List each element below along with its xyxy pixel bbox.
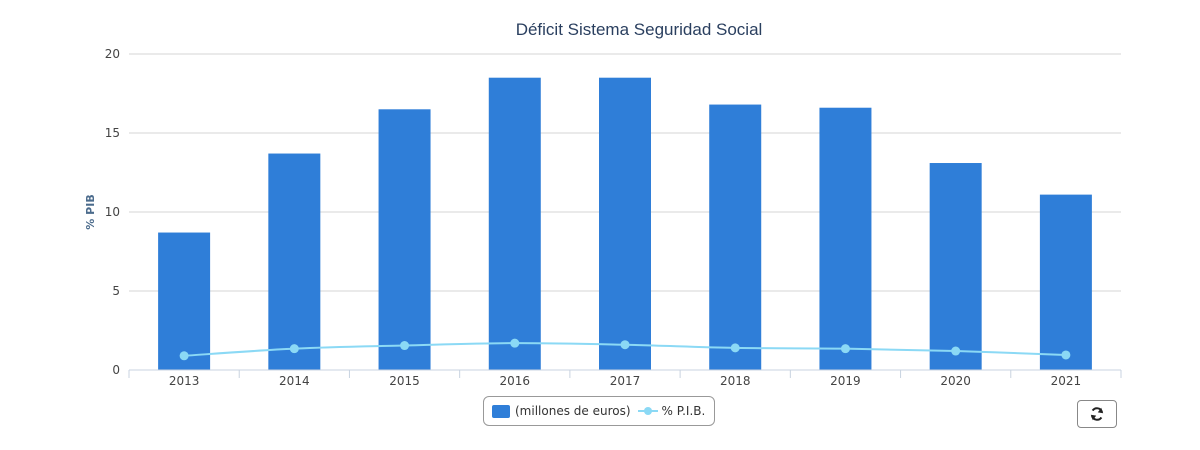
bar[interactable] — [819, 107, 872, 370]
legend-item-bar[interactable]: (millones de euros) — [492, 404, 631, 418]
chart-title: Déficit Sistema Seguridad Social — [516, 20, 763, 39]
x-tick-label: 2018 — [720, 374, 751, 388]
y-axis-title: % PIB — [84, 194, 97, 229]
refresh-icon — [1090, 407, 1104, 421]
line-point[interactable] — [510, 338, 520, 348]
x-axis — [128, 369, 1122, 378]
bar[interactable] — [1039, 194, 1092, 370]
y-tick-label: 20 — [105, 47, 120, 61]
x-tick-label: 2013 — [169, 374, 200, 388]
y-tick-label: 10 — [105, 205, 120, 219]
y-tick-label: 15 — [105, 126, 120, 140]
legend-line-swatch — [637, 405, 658, 417]
legend: (millones de euros) % P.I.B. — [483, 396, 715, 426]
bar[interactable] — [709, 104, 762, 370]
line-point[interactable] — [730, 343, 740, 353]
legend-bar-swatch — [492, 404, 510, 418]
legend-line-label: % P.I.B. — [661, 404, 706, 418]
line-point[interactable] — [400, 341, 410, 351]
legend-bar-label: (millones de euros) — [515, 404, 631, 418]
y-tick-label: 5 — [112, 284, 120, 298]
x-tick-label: 2016 — [500, 374, 531, 388]
legend-item-line[interactable]: % P.I.B. — [631, 404, 706, 418]
x-tick-label: 2014 — [279, 374, 310, 388]
line-point[interactable] — [1061, 350, 1071, 360]
line-point[interactable] — [951, 346, 961, 356]
bar[interactable] — [378, 109, 431, 371]
y-tick-label: 0 — [112, 363, 120, 377]
line-series — [179, 338, 1071, 361]
bar[interactable] — [599, 77, 651, 370]
line-point[interactable] — [289, 344, 299, 354]
x-tick-label: 2017 — [610, 374, 641, 388]
bar[interactable] — [488, 77, 541, 370]
x-axis-ticks: 2013 2014 2015 2016 2017 2018 2019 2020 2021 — [169, 374, 1081, 388]
refresh-button[interactable] — [1077, 400, 1117, 428]
line-point[interactable] — [620, 340, 630, 350]
bar[interactable] — [929, 163, 982, 370]
x-tick-label: 2019 — [830, 374, 861, 388]
x-tick-label: 2020 — [940, 374, 971, 388]
bar[interactable] — [158, 232, 211, 370]
bar[interactable] — [268, 153, 321, 370]
y-axis-ticks: 0 5 10 15 20 — [105, 47, 120, 377]
bar-series — [158, 77, 1092, 371]
x-tick-label: 2021 — [1051, 374, 1082, 388]
x-tick-label: 2015 — [389, 374, 420, 388]
line-point[interactable] — [179, 351, 189, 361]
line-point[interactable] — [840, 344, 850, 354]
